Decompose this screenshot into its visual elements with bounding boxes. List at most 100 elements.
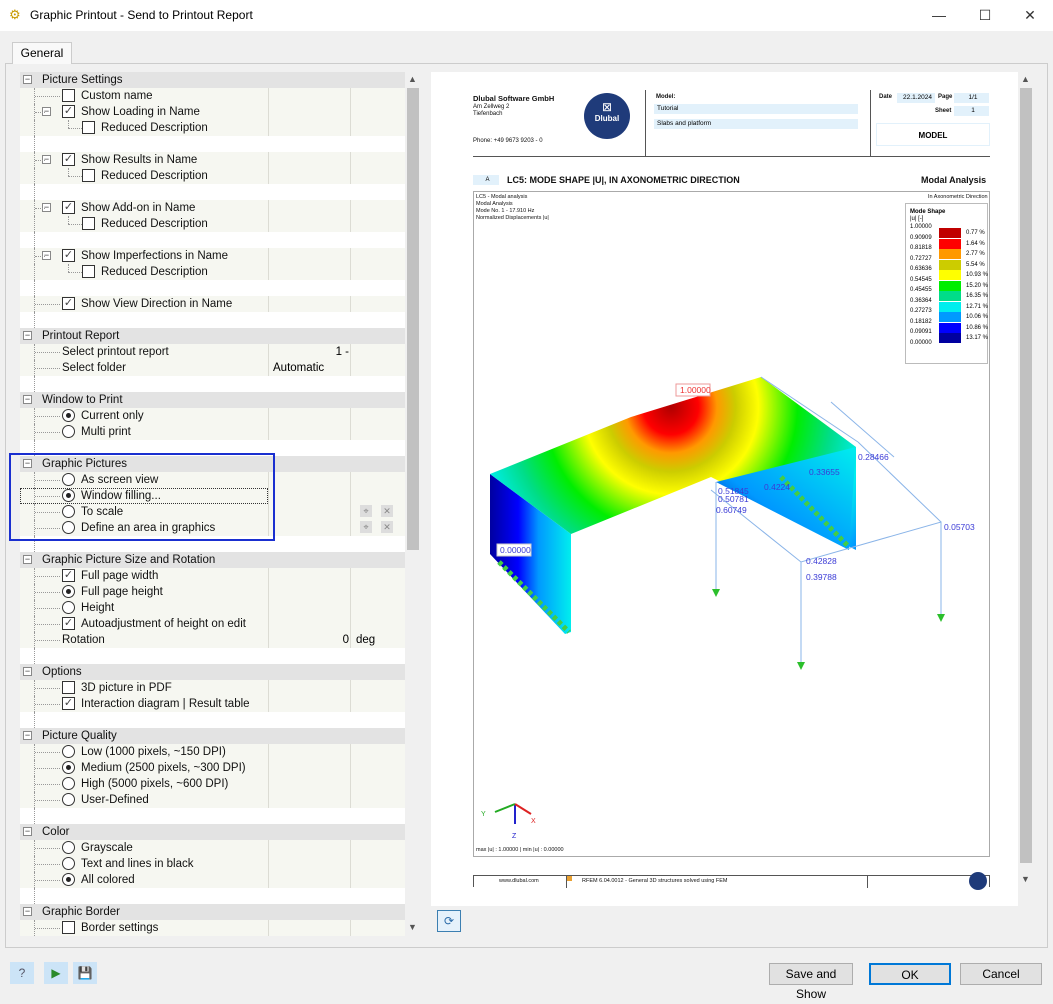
checkbox[interactable]: ✓ [62, 569, 75, 582]
checkbox[interactable] [82, 217, 95, 230]
collapse-icon[interactable]: − [42, 250, 51, 260]
radio-button[interactable] [62, 409, 75, 422]
close-button[interactable]: ✕ [1024, 7, 1036, 23]
tree-item[interactable]: Full page height [20, 584, 405, 600]
checkbox[interactable]: ✓ [62, 617, 75, 630]
collapse-icon[interactable]: − [23, 554, 32, 564]
checkbox[interactable]: ✓ [62, 697, 75, 710]
radio-button[interactable] [62, 777, 75, 790]
tree-scroll-thumb[interactable] [407, 88, 419, 550]
tree-item[interactable]: Custom name [20, 88, 405, 104]
pick-icon[interactable]: ⌖ [360, 521, 372, 533]
collapse-icon[interactable]: − [23, 394, 32, 404]
tree-item[interactable]: ✓ Autoadjustment of height on edit [20, 616, 405, 632]
radio-button[interactable] [62, 761, 75, 774]
cancel-button[interactable]: Cancel [960, 963, 1042, 985]
radio-button[interactable] [62, 841, 75, 854]
collapse-icon[interactable]: − [23, 826, 32, 836]
radio-button[interactable] [62, 473, 75, 486]
tree-item[interactable]: Multi print [20, 424, 405, 440]
tree-item[interactable]: ✓ Interaction diagram | Result table [20, 696, 405, 712]
tree-item[interactable]: Select folder Automatic [20, 360, 405, 376]
radio-button[interactable] [62, 505, 75, 518]
radio-button[interactable] [62, 601, 75, 614]
radio-button[interactable] [62, 873, 75, 886]
help-button[interactable]: ? [10, 962, 34, 984]
tree-item[interactable]: As screen view [20, 472, 405, 488]
radio-button[interactable] [62, 585, 75, 598]
refresh-preview-button[interactable]: ⟳ [437, 910, 461, 932]
collapse-icon[interactable]: − [23, 906, 32, 916]
minimize-button[interactable]: — [932, 7, 946, 23]
radio-button[interactable] [62, 489, 75, 502]
checkbox[interactable]: ✓ [62, 153, 75, 166]
item-value[interactable]: 1 - [335, 346, 349, 358]
tree-item[interactable]: Reduced Description [20, 120, 405, 136]
item-value[interactable]: 0 [342, 634, 349, 646]
tree-item[interactable]: High (5000 pixels, ~600 DPI) [20, 776, 405, 792]
checkbox[interactable] [82, 169, 95, 182]
checkbox[interactable] [62, 921, 75, 934]
export-button[interactable]: ▶ [44, 962, 68, 984]
item-value[interactable]: Automatic [273, 362, 325, 374]
collapse-icon[interactable]: − [42, 154, 51, 164]
tree-item[interactable]: All colored [20, 872, 405, 888]
collapse-icon[interactable]: − [23, 74, 32, 84]
tree-item[interactable]: Grayscale [20, 840, 405, 856]
tab-general[interactable]: General [12, 42, 72, 64]
tree-item[interactable]: Reduced Description [20, 216, 405, 232]
tree-item[interactable]: Window filling... [20, 488, 405, 504]
scroll-up-icon[interactable]: ▲ [1021, 74, 1030, 84]
radio-button[interactable] [62, 745, 75, 758]
tree-item[interactable]: Medium (2500 pixels, ~300 DPI) [20, 760, 405, 776]
collapse-icon[interactable]: − [23, 330, 32, 340]
tree-item[interactable]: 3D picture in PDF [20, 680, 405, 696]
tree-item[interactable]: Low (1000 pixels, ~150 DPI) [20, 744, 405, 760]
collapse-icon[interactable]: − [23, 666, 32, 676]
tree-item[interactable]: Border settings [20, 920, 405, 936]
pick-icon[interactable]: ⌖ [360, 505, 372, 517]
save-and-show-button[interactable]: Save and Show [769, 963, 853, 1001]
checkbox[interactable] [82, 265, 95, 278]
collapse-icon[interactable]: − [42, 106, 51, 116]
checkbox[interactable] [62, 681, 75, 694]
tree-item[interactable]: ✓ Show View Direction in Name [20, 296, 405, 312]
tree-item[interactable]: Text and lines in black [20, 856, 405, 872]
radio-button[interactable] [62, 425, 75, 438]
preview-scroll-thumb[interactable] [1020, 88, 1032, 863]
scroll-up-icon[interactable]: ▲ [408, 74, 417, 84]
tree-item[interactable]: Height [20, 600, 405, 616]
tree-item[interactable]: Reduced Description [20, 264, 405, 280]
delete-icon[interactable]: ✕ [381, 505, 393, 517]
scroll-down-icon[interactable]: ▼ [1021, 874, 1030, 884]
checkbox[interactable] [62, 89, 75, 102]
collapse-icon[interactable]: − [23, 458, 32, 468]
save-settings-button[interactable]: 💾 [73, 962, 97, 984]
checkbox[interactable]: ✓ [62, 297, 75, 310]
tree-item[interactable]: ✓ Full page width [20, 568, 405, 584]
tree-item[interactable]: Rotation 0 deg [20, 632, 405, 648]
tree-item[interactable]: − ✓ Show Imperfections in Name [20, 248, 405, 264]
radio-button[interactable] [62, 793, 75, 806]
tree-item[interactable]: User-Defined [20, 792, 405, 808]
collapse-icon[interactable]: − [42, 202, 51, 212]
collapse-icon[interactable]: − [23, 730, 32, 740]
checkbox[interactable]: ✓ [62, 249, 75, 262]
tree-item[interactable]: To scale ⌖ ✕ [20, 504, 405, 520]
tree-item[interactable]: Reduced Description [20, 168, 405, 184]
ok-button[interactable]: OK [869, 963, 951, 985]
tree-item[interactable]: − ✓ Show Add-on in Name [20, 200, 405, 216]
tree-item[interactable]: Current only [20, 408, 405, 424]
tree-item[interactable]: − ✓ Show Results in Name [20, 152, 405, 168]
tree-item[interactable]: Define an area in graphics ⌖ ✕ [20, 520, 405, 536]
checkbox[interactable]: ✓ [62, 105, 75, 118]
scroll-down-icon[interactable]: ▼ [408, 922, 417, 932]
delete-icon[interactable]: ✕ [381, 521, 393, 533]
checkbox[interactable] [82, 121, 95, 134]
tree-item[interactable]: − ✓ Show Loading in Name [20, 104, 405, 120]
radio-button[interactable] [62, 521, 75, 534]
maximize-button[interactable]: ☐ [978, 7, 992, 23]
checkbox[interactable]: ✓ [62, 201, 75, 214]
radio-button[interactable] [62, 857, 75, 870]
tree-item[interactable]: Select printout report 1 - [20, 344, 405, 360]
